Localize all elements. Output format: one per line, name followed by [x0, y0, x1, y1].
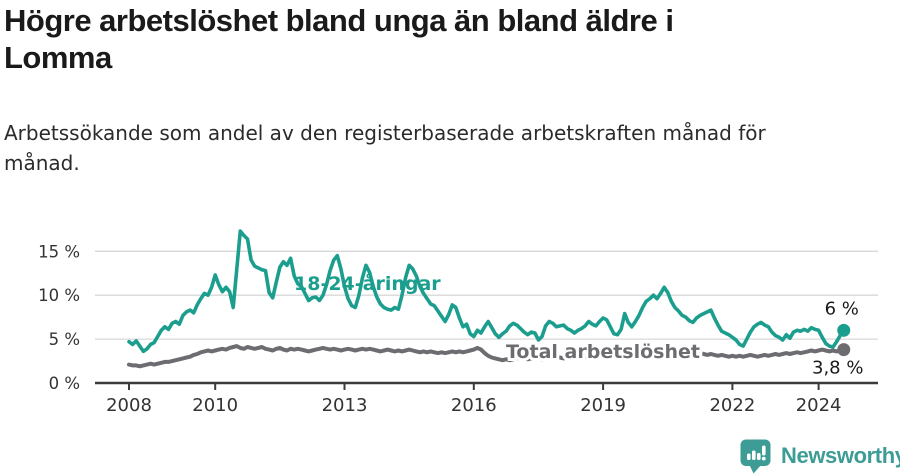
newsworthy-bubble-chart-icon	[740, 439, 771, 474]
end-value-label: 3,8 %	[812, 358, 863, 379]
x-tick-label: 2024	[796, 395, 842, 416]
page-title: Högre arbetslöshet bland unga än bland ä…	[4, 2, 834, 76]
chart-subtitle-line2: månad.	[4, 151, 80, 175]
newsworthy-wordmark: Newsworthy	[781, 443, 900, 468]
series-line-0	[127, 229, 846, 354]
y-tick-label: 10 %	[38, 286, 80, 305]
page-title-line1: Högre arbetslöshet bland unga än bland ä…	[4, 3, 674, 38]
x-tick-label: 2016	[451, 395, 497, 416]
x-tick-label: 2019	[580, 395, 626, 416]
end-dot-0	[837, 323, 851, 337]
series-line-1	[127, 344, 846, 369]
chart-subtitle-line1: Arbetssökande som andel av den registerb…	[4, 121, 766, 145]
y-tick-label: 5 %	[49, 330, 80, 349]
end-value-label: 6 %	[825, 298, 859, 319]
x-tick-label: 2008	[106, 395, 152, 416]
x-tick-label: 2010	[192, 395, 238, 416]
x-tick-label: 2022	[709, 395, 755, 416]
y-tick-label: 0 %	[49, 374, 80, 393]
newsworthy-logo: Newsworthy	[739, 438, 900, 474]
chart-subtitle: Arbetssökande som andel av den registerb…	[4, 118, 854, 178]
end-dot-1	[837, 343, 851, 357]
page-title-line2: Lomma	[4, 40, 112, 75]
x-tick-label: 2013	[322, 395, 368, 416]
series-label-0: 18-24-åringar	[294, 271, 441, 295]
y-tick-label: 15 %	[38, 242, 80, 261]
series-label-1: Total arbetslöshet	[506, 341, 700, 363]
